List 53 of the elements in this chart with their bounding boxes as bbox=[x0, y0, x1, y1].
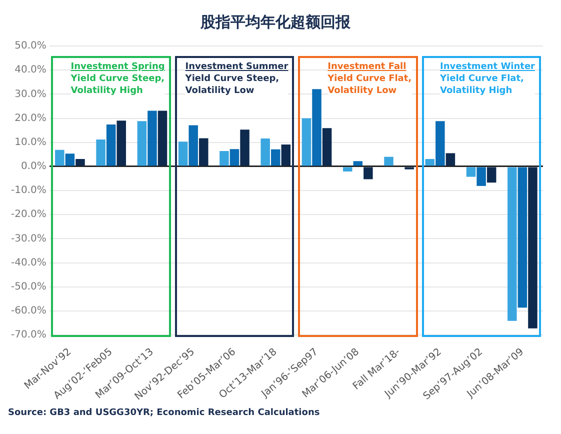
bar bbox=[65, 154, 75, 166]
bar bbox=[342, 167, 352, 172]
bar bbox=[508, 167, 517, 321]
bar bbox=[240, 130, 250, 166]
y-tick-label: -10.0% bbox=[10, 185, 46, 196]
y-tick-label: 50.0% bbox=[14, 40, 46, 52]
bar bbox=[528, 167, 538, 328]
bar bbox=[199, 138, 208, 166]
bar bbox=[137, 121, 147, 166]
bar bbox=[188, 125, 198, 166]
bar bbox=[518, 167, 528, 308]
bar bbox=[106, 124, 116, 166]
y-tick-label: -40.0% bbox=[10, 257, 46, 268]
bar bbox=[148, 110, 157, 166]
bar bbox=[260, 138, 270, 166]
source-note: Source: GB3 and USGG30YR; Economic Research Calculations bbox=[8, 408, 321, 418]
bar bbox=[322, 128, 332, 166]
bar bbox=[302, 118, 312, 166]
y-tick-label: 40.0% bbox=[14, 64, 46, 76]
bar bbox=[96, 139, 106, 166]
bar bbox=[384, 156, 394, 166]
bar bbox=[312, 89, 322, 166]
bar bbox=[466, 167, 476, 177]
y-tick-label: 20.0% bbox=[14, 112, 46, 124]
bar bbox=[364, 167, 373, 180]
annotation: Investment Fall Yield Curve Flat, Volatility Low bbox=[328, 61, 412, 97]
bar bbox=[281, 144, 291, 166]
bar bbox=[270, 149, 280, 166]
bar bbox=[353, 161, 363, 166]
y-tick-label: 30.0% bbox=[14, 88, 46, 100]
bar bbox=[425, 158, 435, 166]
bar bbox=[55, 150, 64, 166]
y-tick-label: 10.0% bbox=[14, 136, 46, 148]
bar bbox=[476, 167, 486, 186]
bar bbox=[230, 149, 240, 166]
bar bbox=[220, 151, 229, 166]
y-tick-label: -50.0% bbox=[10, 281, 46, 292]
y-tick-label: 0.0% bbox=[20, 161, 46, 172]
bar bbox=[486, 167, 496, 183]
bar bbox=[76, 158, 85, 166]
bar bbox=[446, 153, 456, 166]
chart-title: 股指平均年化超额回报 bbox=[200, 12, 352, 31]
bar bbox=[158, 110, 168, 166]
bar bbox=[436, 121, 445, 166]
bar bbox=[116, 120, 126, 166]
y-tick-label: -30.0% bbox=[10, 233, 46, 244]
y-tick-label: -60.0% bbox=[10, 306, 46, 317]
y-tick-label: -70.0% bbox=[10, 330, 46, 341]
annotation: Investment Summer Yield Curve Steep, Volatility Low bbox=[185, 61, 288, 97]
y-tick-label: -20.0% bbox=[10, 209, 46, 220]
annotation: Investment Winter Yield Curve Flat, Volatility High bbox=[440, 61, 535, 97]
bar bbox=[178, 142, 188, 166]
annotation: Investment Spring Yield Curve Steep, Volatility High bbox=[70, 61, 165, 97]
